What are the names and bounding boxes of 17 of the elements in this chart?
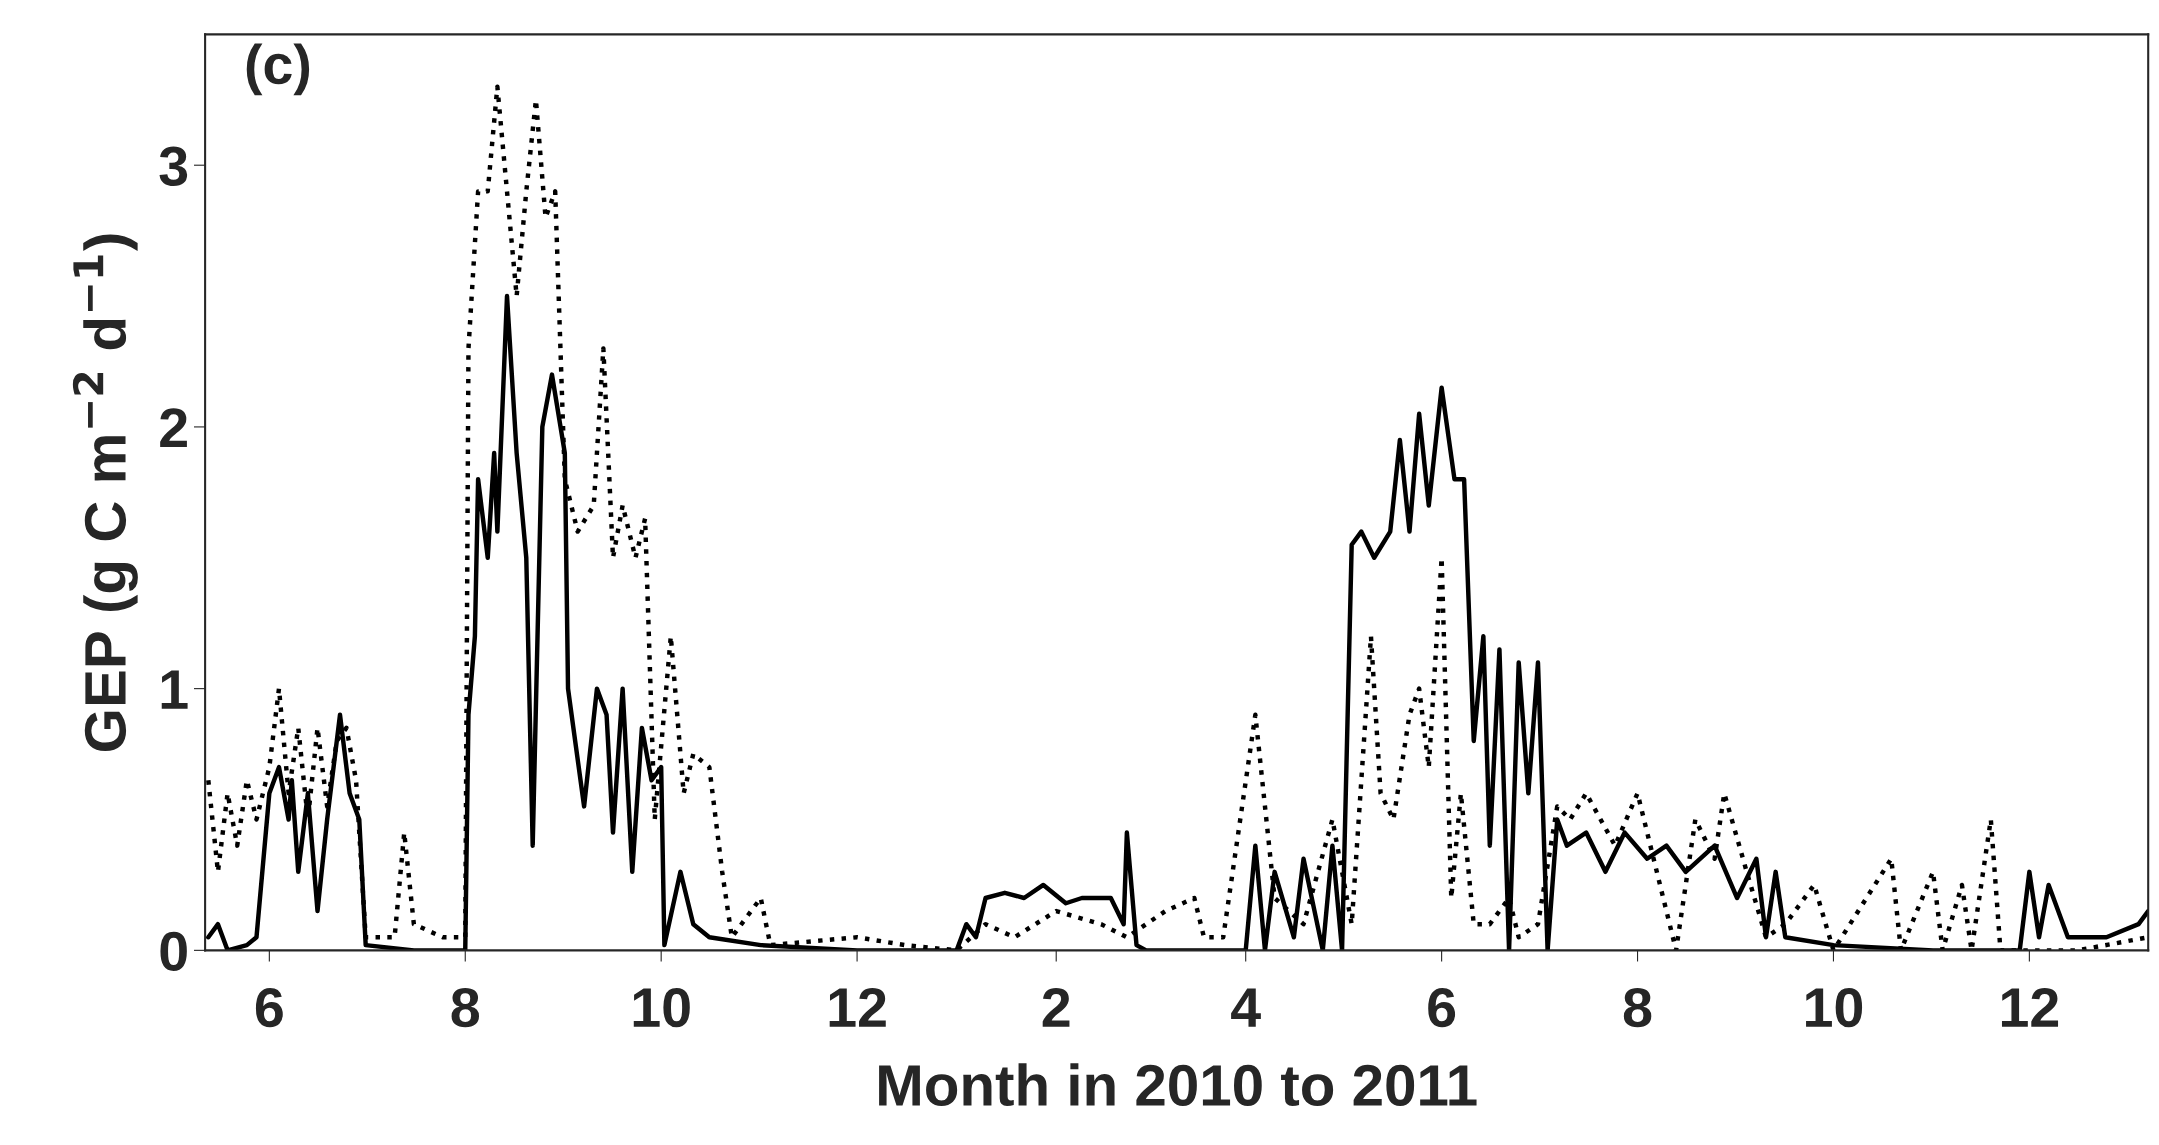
y-tick-label: 0 — [160, 931, 187, 972]
x-tick-label: 4 — [1231, 988, 1261, 1027]
x-axis-title: Month in 2010 to 2011 — [879, 1063, 1477, 1107]
x-tick-label: 6 — [1428, 987, 1456, 1028]
x-tick-label: 12 — [2001, 987, 2059, 1027]
x-tick-label: 10 — [1806, 987, 1863, 1028]
y-axis-title: GEP (g C m$^{−2}$ d$^{−1}$) — [72, 234, 138, 751]
x-tick-label: 8 — [1623, 987, 1652, 1028]
y-tick-label: 3 — [159, 146, 188, 186]
x-tick-label: 8 — [451, 987, 479, 1028]
y-tick-label: 2 — [160, 408, 187, 448]
x-tick-label: 6 — [255, 987, 283, 1028]
x-tick-label: 12 — [829, 987, 886, 1027]
y-tick-label: 1 — [161, 670, 188, 709]
x-tick-label: 10 — [633, 987, 690, 1028]
x-tick-label: 2 — [1042, 987, 1070, 1027]
annotation: (c) — [246, 43, 310, 96]
